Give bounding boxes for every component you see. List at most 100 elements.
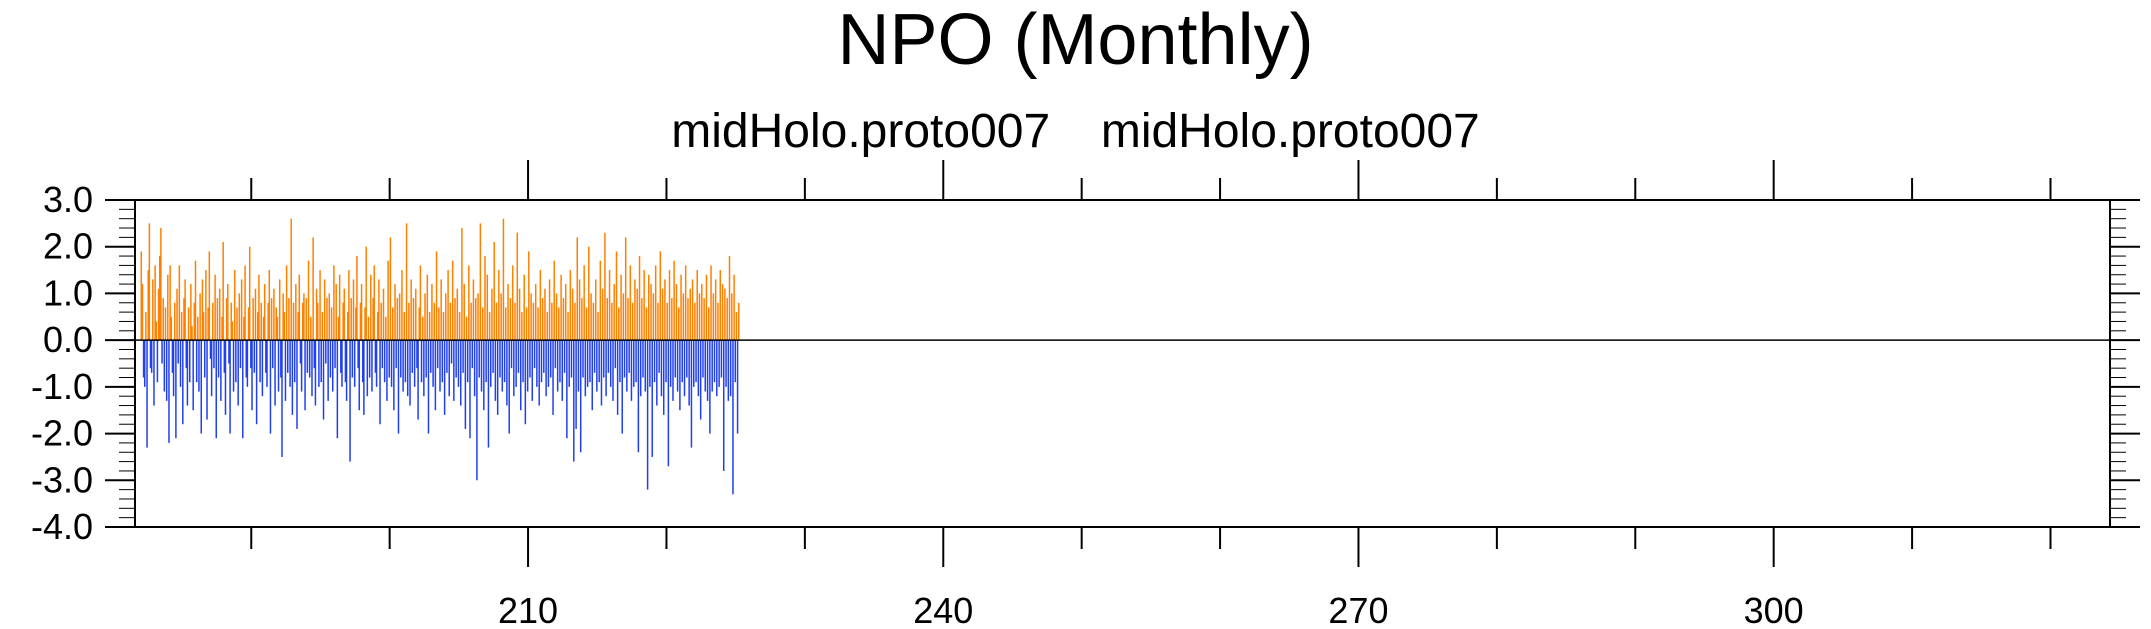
bar [378, 279, 380, 341]
bar [598, 340, 600, 383]
bar [553, 260, 555, 341]
bar [341, 340, 343, 387]
bar [710, 265, 712, 341]
bar [235, 340, 237, 383]
bar [343, 288, 346, 341]
bar [337, 316, 340, 341]
bar [310, 316, 312, 341]
bar [335, 284, 337, 341]
bar [224, 340, 227, 415]
bar [349, 340, 351, 462]
bar [479, 223, 482, 341]
bar [713, 340, 716, 383]
bar [721, 284, 724, 341]
bar [359, 302, 362, 341]
bar [427, 340, 430, 434]
bar [703, 298, 705, 341]
bar [694, 302, 696, 341]
bar [486, 274, 489, 341]
bar [673, 260, 675, 341]
bar [336, 340, 339, 439]
bar [661, 288, 664, 341]
bar [185, 340, 188, 369]
bar [558, 307, 560, 341]
bar [699, 340, 702, 420]
bar [231, 321, 234, 341]
bar [634, 279, 636, 341]
bar [202, 312, 205, 341]
bar [352, 279, 355, 341]
bar [698, 293, 701, 341]
bar [367, 316, 370, 341]
bar [682, 293, 685, 341]
bar [330, 307, 333, 341]
bar [298, 274, 301, 341]
bar [308, 340, 311, 378]
bar [701, 284, 703, 341]
bar [415, 288, 417, 341]
bar [205, 270, 207, 341]
bar [333, 265, 335, 341]
bar [501, 340, 504, 392]
bar [704, 340, 707, 392]
bar [232, 340, 235, 392]
bar [328, 293, 331, 341]
bar [626, 340, 628, 392]
bar [390, 340, 393, 387]
bar [158, 256, 161, 341]
bar [312, 237, 314, 341]
bar [213, 340, 215, 369]
bar [186, 340, 189, 406]
bar [517, 340, 520, 373]
bar [195, 340, 198, 383]
y-tick-label: 0.0 [43, 319, 93, 360]
bar [483, 340, 485, 411]
bar [436, 340, 439, 369]
bar [350, 298, 352, 341]
bar [538, 340, 540, 406]
bar [731, 293, 733, 341]
bar [394, 284, 396, 341]
bar [236, 307, 238, 341]
bar [405, 223, 408, 341]
bar [716, 340, 718, 397]
bar [303, 293, 305, 341]
bar [296, 340, 298, 429]
bar [533, 340, 536, 369]
bar [209, 340, 212, 359]
bar [596, 340, 598, 392]
bar [516, 232, 519, 341]
bar [257, 312, 259, 341]
bar [464, 340, 467, 429]
bar [281, 340, 283, 457]
bar [167, 274, 169, 341]
bar [387, 260, 389, 341]
bar [607, 340, 610, 373]
bar [528, 251, 530, 341]
bar [315, 288, 318, 341]
bar [644, 340, 647, 392]
bar [518, 288, 521, 341]
bar [469, 340, 471, 439]
bar [250, 340, 252, 369]
bar [192, 340, 194, 411]
bar [672, 340, 674, 401]
bar [262, 316, 265, 341]
bar [612, 340, 614, 401]
bar [288, 298, 290, 341]
bar [396, 298, 399, 341]
bar [382, 288, 385, 341]
bar [556, 340, 559, 392]
bar [736, 340, 739, 434]
bar [568, 340, 570, 387]
bar [508, 340, 510, 434]
bar [718, 340, 720, 387]
bar [244, 265, 246, 341]
bar [660, 340, 663, 397]
bar [177, 340, 179, 364]
bar [555, 293, 558, 341]
bar [421, 316, 424, 341]
bar [649, 340, 651, 387]
bar [624, 237, 627, 341]
